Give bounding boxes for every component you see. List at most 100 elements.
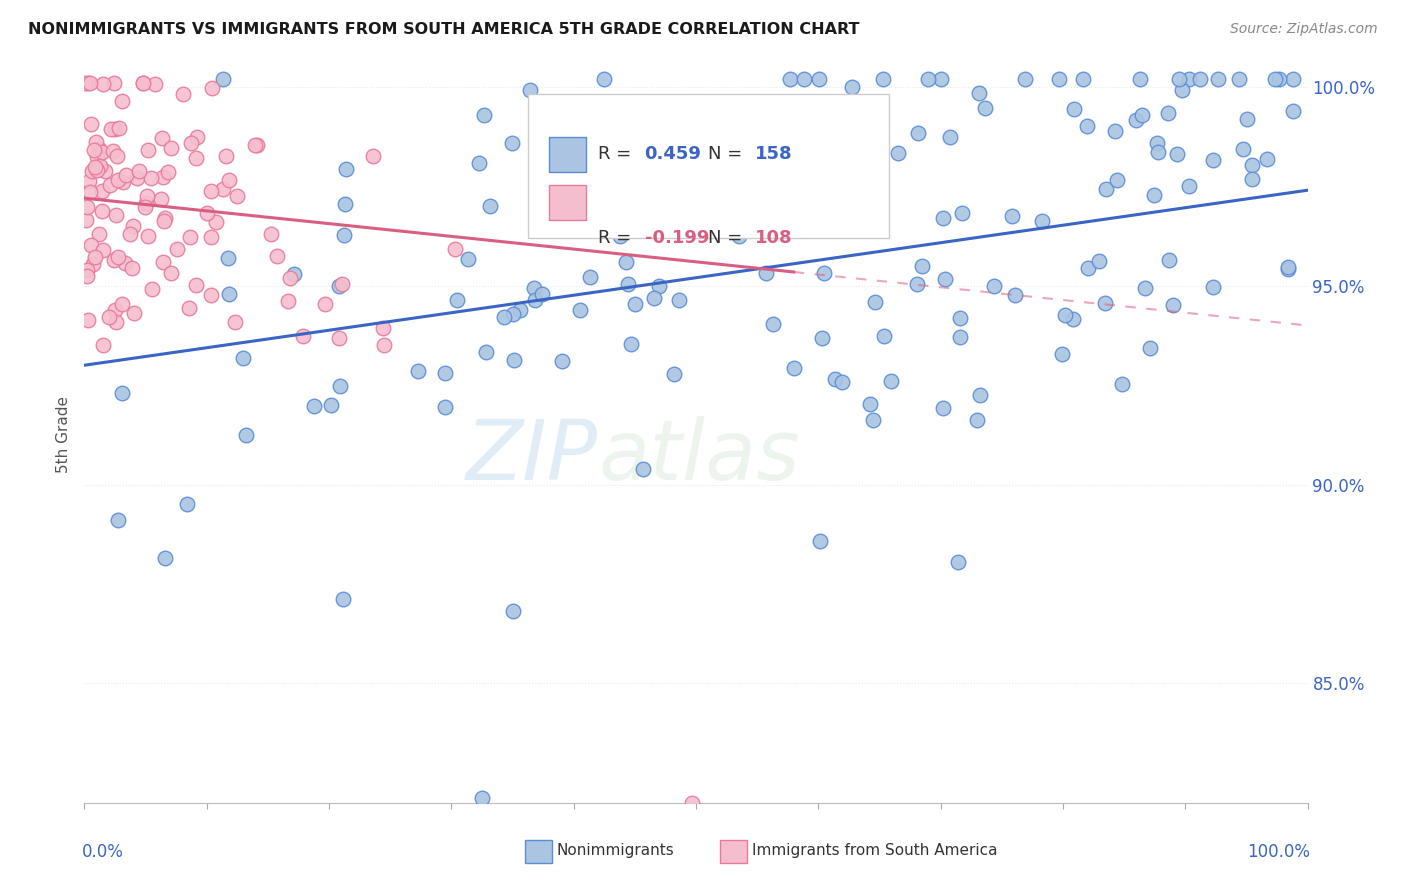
Point	[104, 122, 127, 136]
FancyBboxPatch shape	[524, 839, 551, 863]
Point	[212, 71, 235, 86]
Point	[502, 604, 524, 618]
Point	[1052, 347, 1074, 361]
Point	[235, 428, 257, 442]
Point	[814, 212, 837, 227]
Point	[136, 188, 159, 202]
Point	[1062, 311, 1084, 326]
Point	[952, 206, 974, 220]
Point	[1241, 158, 1264, 172]
Point	[141, 170, 163, 185]
Point	[131, 76, 153, 90]
Point	[1157, 252, 1180, 267]
Point	[260, 227, 283, 242]
Point	[519, 83, 541, 97]
Point	[200, 184, 222, 198]
Point	[734, 185, 756, 199]
Y-axis label: 5th Grade: 5th Grade	[56, 396, 72, 474]
Point	[446, 293, 468, 308]
Point	[86, 150, 108, 164]
Point	[1135, 281, 1157, 295]
Point	[1178, 71, 1201, 86]
Point	[779, 71, 801, 86]
Point	[243, 138, 266, 153]
Point	[803, 156, 825, 170]
Point	[1076, 119, 1098, 133]
Text: N =: N =	[709, 145, 748, 163]
Point	[471, 791, 494, 805]
Point	[1157, 106, 1180, 120]
Point	[83, 250, 105, 264]
Point	[939, 130, 962, 145]
Point	[150, 192, 173, 206]
Point	[1073, 71, 1095, 86]
Point	[1129, 71, 1152, 86]
Point	[1264, 71, 1286, 86]
Point	[160, 266, 183, 280]
Point	[602, 99, 624, 113]
Point	[103, 76, 125, 90]
Text: R =: R =	[598, 228, 637, 246]
Text: ZIP: ZIP	[467, 417, 598, 498]
Point	[1281, 71, 1303, 86]
Text: NONIMMIGRANTS VS IMMIGRANTS FROM SOUTH AMERICA 5TH GRADE CORRELATION CHART: NONIMMIGRANTS VS IMMIGRANTS FROM SOUTH A…	[28, 22, 859, 37]
Point	[319, 398, 342, 412]
Point	[724, 200, 747, 214]
Point	[179, 301, 201, 315]
Point	[728, 228, 751, 243]
Point	[1077, 261, 1099, 276]
Point	[1130, 108, 1153, 122]
Point	[104, 303, 127, 318]
Point	[205, 215, 228, 229]
Point	[373, 338, 395, 352]
Point	[1094, 295, 1116, 310]
Point	[969, 86, 991, 100]
Point	[91, 78, 114, 92]
Point	[1241, 172, 1264, 186]
Point	[90, 203, 112, 218]
Text: Source: ZipAtlas.com: Source: ZipAtlas.com	[1230, 22, 1378, 37]
Point	[808, 534, 831, 549]
Point	[200, 288, 222, 302]
Point	[531, 287, 554, 301]
Point	[114, 255, 136, 269]
Point	[905, 277, 928, 292]
Point	[152, 255, 174, 269]
Point	[1166, 147, 1188, 161]
Point	[328, 279, 350, 293]
Point	[176, 497, 198, 511]
Point	[128, 164, 150, 178]
Point	[723, 211, 745, 226]
Text: 108: 108	[755, 228, 793, 246]
Point	[150, 130, 173, 145]
Point	[134, 200, 156, 214]
Point	[1277, 262, 1299, 277]
Point	[79, 185, 101, 199]
FancyBboxPatch shape	[550, 136, 586, 172]
Point	[1095, 182, 1118, 196]
Point	[156, 165, 179, 179]
Point	[1188, 71, 1211, 86]
Point	[105, 149, 128, 163]
Point	[83, 143, 105, 157]
Point	[333, 196, 356, 211]
Text: 158: 158	[755, 145, 793, 163]
Point	[593, 71, 616, 86]
Point	[1227, 72, 1250, 87]
Point	[808, 71, 831, 86]
Point	[811, 138, 834, 153]
Point	[76, 200, 98, 214]
Point	[152, 170, 174, 185]
Point	[800, 140, 823, 154]
Point	[596, 191, 619, 205]
Point	[1063, 103, 1085, 117]
Point	[1178, 178, 1201, 193]
Point	[90, 145, 112, 160]
Point	[218, 287, 240, 301]
Point	[328, 331, 350, 345]
Point	[444, 242, 467, 256]
Point	[863, 294, 886, 309]
Point	[107, 172, 129, 186]
Point	[107, 120, 129, 135]
Point	[101, 144, 124, 158]
